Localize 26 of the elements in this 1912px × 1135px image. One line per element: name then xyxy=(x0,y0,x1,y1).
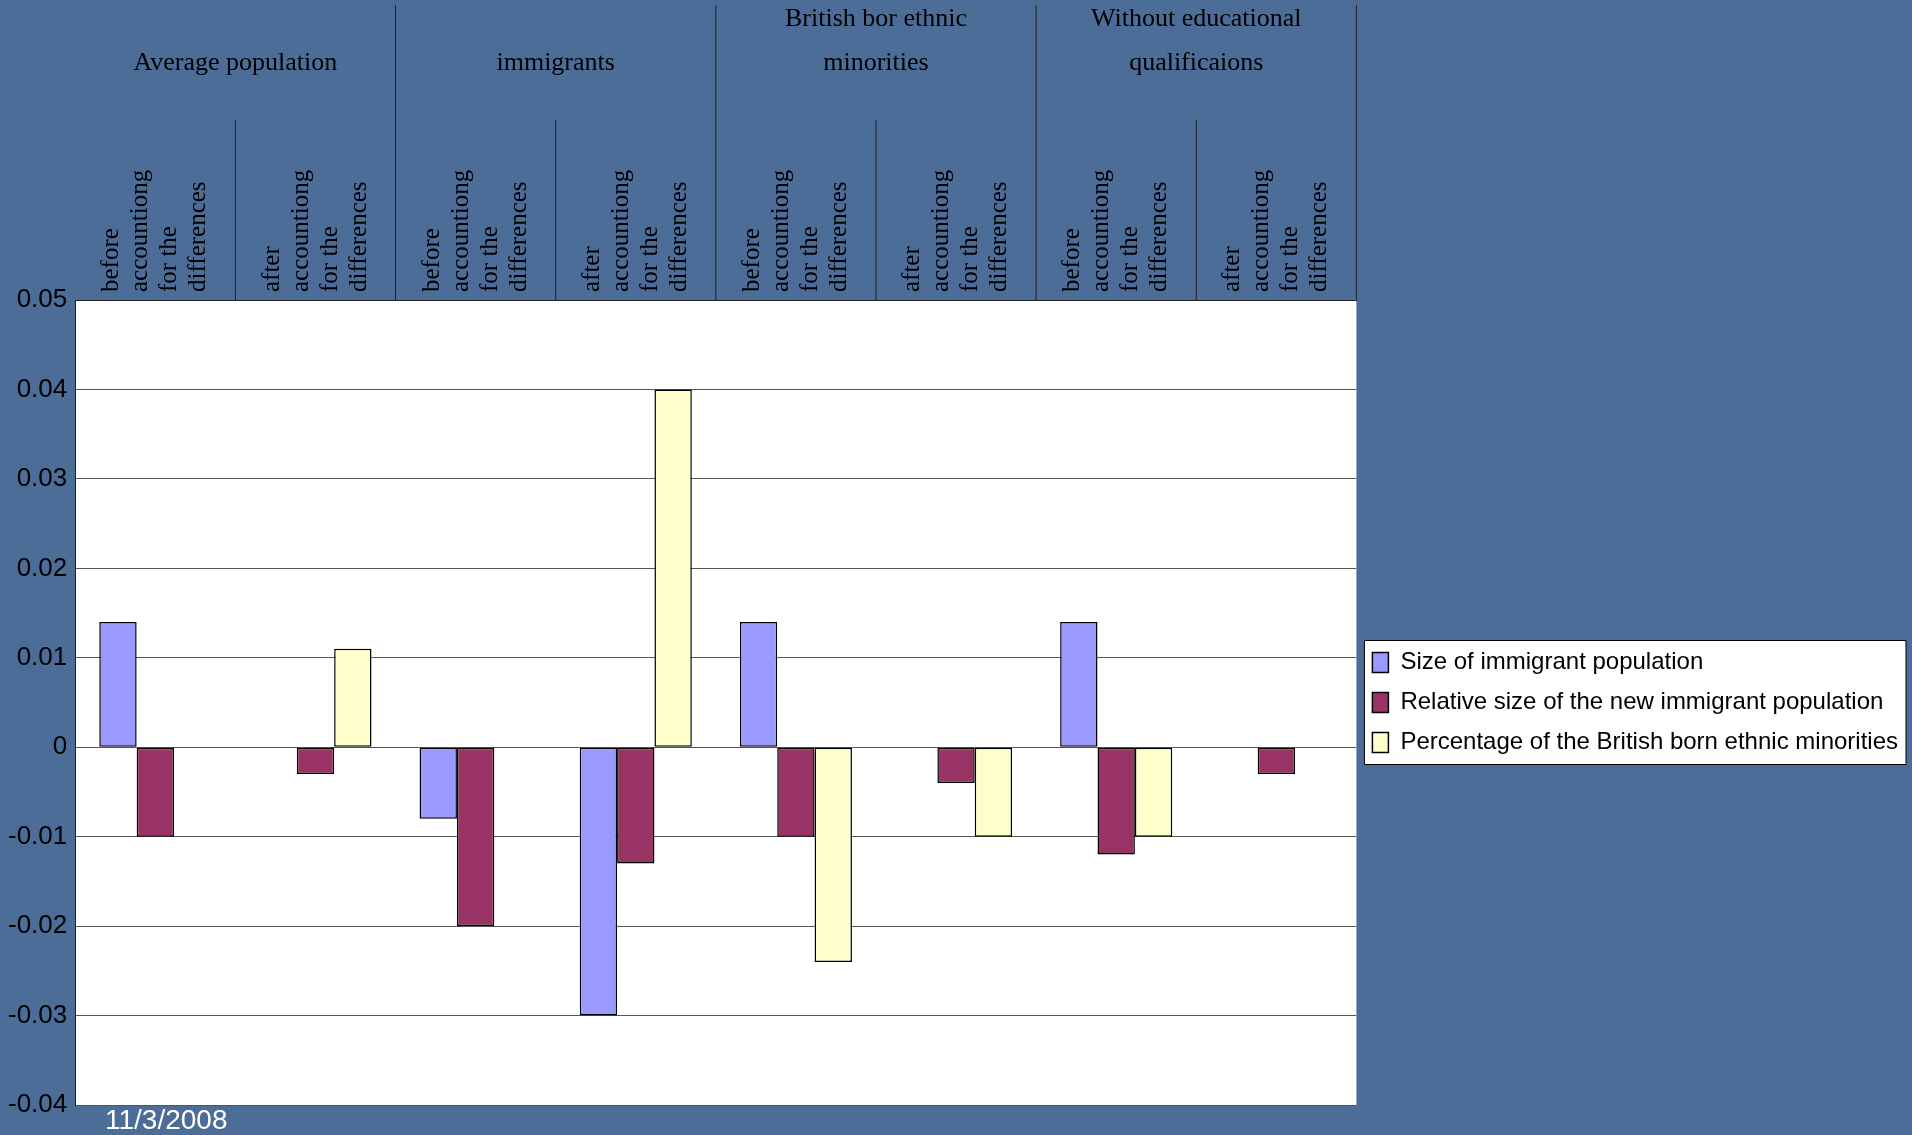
x-tick-label: before accountiong for the differences xyxy=(1057,169,1172,292)
y-tick-label: -0.02 xyxy=(8,909,68,940)
x-tick-label: after accountiong for the differences xyxy=(1217,169,1332,292)
x-tick-label: before accountiong for the differences xyxy=(736,169,851,292)
text: immigrants xyxy=(496,47,615,76)
x-tick-label: after accountiong for the differences xyxy=(897,169,1012,292)
annotation: 11/3/2008 xyxy=(105,1104,228,1135)
legend-label: Size of immigrant population xyxy=(1400,647,1704,675)
x-tick-label: after accountiong for the differences xyxy=(256,169,371,292)
y-tick-label: -0.03 xyxy=(8,998,68,1029)
y-tick-label: 0.04 xyxy=(16,372,68,403)
y-tick-label: 0 xyxy=(52,730,68,761)
y-tick-label: 0.02 xyxy=(16,551,68,582)
x-tick-label: after accountiong for the differences xyxy=(576,169,691,292)
text: Without educational qualificaions xyxy=(1091,3,1302,76)
y-tick-label: -0.01 xyxy=(8,819,68,850)
x-tick-label: before accountiong for the differences xyxy=(96,169,211,292)
y-tick-label: 0.03 xyxy=(16,462,68,493)
legend-label: Relative size of the new immigrant population xyxy=(1400,687,1884,715)
text: British bor ethnic minorities xyxy=(784,3,967,76)
y-tick-label: 0.05 xyxy=(16,283,68,314)
text: Average population xyxy=(133,47,338,76)
y-tick-label: 0.01 xyxy=(16,640,68,671)
x-tick-label: before accountiong for the differences xyxy=(416,169,531,292)
y-tick-label: -0.04 xyxy=(8,1088,68,1119)
legend-label: Percentage of the British born ethnic minorities xyxy=(1400,727,1898,755)
